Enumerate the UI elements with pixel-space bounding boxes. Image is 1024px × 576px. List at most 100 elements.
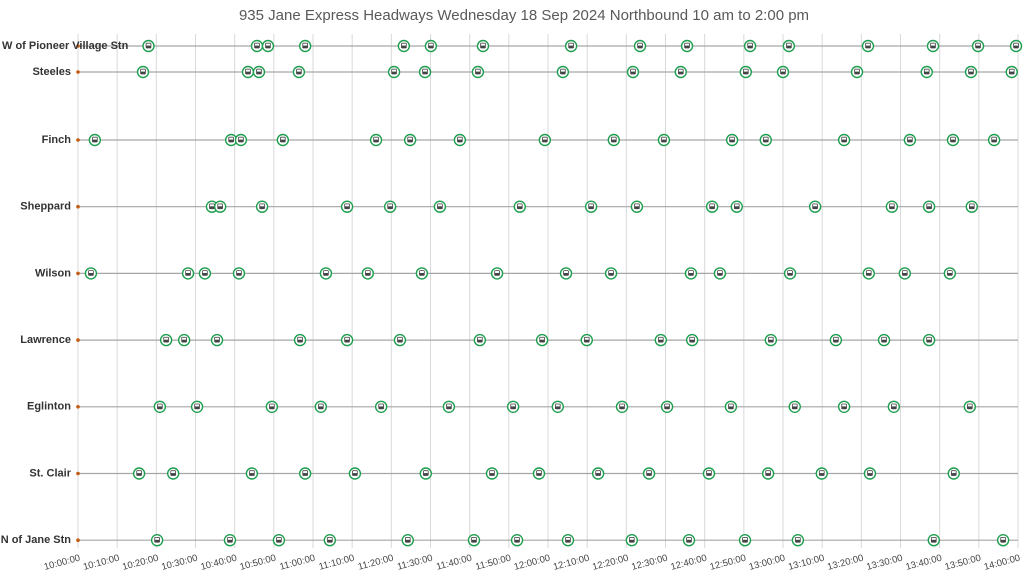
bus-window — [891, 404, 896, 407]
bus-window — [969, 69, 973, 72]
bus-window — [186, 271, 191, 273]
bus-window — [743, 69, 748, 72]
bus-marker — [551, 400, 564, 413]
bus-window — [155, 537, 160, 540]
bus-window — [489, 471, 494, 474]
bus-marker — [298, 39, 312, 53]
bus-marker — [837, 133, 851, 147]
bus-marker — [926, 39, 940, 53]
bus-window — [678, 69, 683, 72]
bus-marker — [272, 534, 286, 547]
bus-marker — [223, 534, 237, 547]
bus-window — [471, 537, 476, 540]
bus-window — [345, 204, 350, 207]
row-origin — [76, 204, 80, 209]
bus-window — [408, 137, 413, 140]
bus-window — [889, 204, 894, 207]
stop-label: Steeles — [32, 66, 71, 78]
bus-marker — [682, 534, 696, 547]
bus-marker — [513, 200, 526, 213]
bus-marker — [607, 133, 620, 147]
bus-window — [428, 43, 433, 46]
bus-marker — [815, 467, 828, 480]
bus-marker — [903, 133, 917, 147]
bus-window — [182, 337, 187, 340]
bus-window — [555, 404, 560, 407]
bus-window — [763, 137, 768, 140]
bus-window — [620, 404, 625, 407]
bus-marker — [604, 267, 618, 280]
bus-marker — [971, 39, 985, 53]
x-tick-label: 12:50:00 — [709, 553, 748, 573]
x-tick-label: 12:30:00 — [630, 553, 669, 573]
bus-marker — [761, 467, 775, 480]
bus-window — [352, 471, 357, 474]
bus-marker — [403, 133, 417, 147]
bus-marker — [298, 467, 312, 480]
bus-window — [951, 471, 956, 474]
bus-window — [318, 404, 323, 407]
bus-window — [260, 204, 265, 207]
bus-marker — [887, 400, 901, 413]
bus-window — [728, 404, 733, 407]
bus-window — [795, 537, 800, 540]
bus-marker — [633, 39, 647, 53]
bus-marker — [241, 65, 255, 79]
bus-window — [202, 271, 207, 273]
bus-window — [842, 404, 847, 407]
bus-marker — [467, 534, 481, 547]
bus-marker — [580, 333, 593, 347]
bus-marker — [898, 267, 912, 280]
bus-marker — [987, 133, 1001, 147]
x-tick-label: 11:50:00 — [474, 553, 512, 573]
bus-window — [969, 204, 974, 207]
bus-marker — [250, 39, 264, 53]
bus-window — [634, 204, 639, 207]
bus-marker — [323, 534, 337, 547]
bus-window — [397, 337, 402, 340]
bus-window — [137, 471, 142, 474]
bus-marker — [660, 400, 674, 413]
stop-label: St. Clair — [29, 467, 71, 479]
bus-window — [788, 271, 793, 273]
bus-marker — [340, 333, 354, 347]
bus-window — [924, 69, 929, 72]
row-origin — [76, 44, 80, 48]
x-tick-label: 12:20:00 — [591, 553, 630, 573]
bus-window — [269, 404, 274, 407]
bus-marker — [724, 400, 738, 413]
bus-marker — [922, 333, 936, 347]
bus-marker — [397, 39, 411, 53]
bus-window — [768, 337, 773, 340]
bus-window — [902, 271, 907, 273]
bus-marker — [776, 65, 790, 79]
bus-marker — [782, 39, 796, 53]
bus-marker — [674, 65, 687, 79]
bus-window — [303, 43, 308, 46]
bus-window — [238, 137, 243, 140]
x-tick-label: 11:10:00 — [318, 553, 356, 573]
bus-window — [296, 69, 301, 72]
bus-marker — [314, 400, 328, 413]
x-tick-label: 12:00:00 — [513, 553, 552, 573]
bus-marker — [861, 39, 875, 53]
stop-label: Sheppard — [20, 201, 71, 213]
bus-marker — [702, 467, 716, 480]
x-tick-label: 12:10:00 — [552, 553, 591, 573]
bus-window — [766, 471, 771, 474]
bus-window — [882, 337, 887, 340]
bus-window — [215, 337, 220, 340]
row-origin — [76, 138, 80, 142]
bus-marker — [393, 333, 407, 347]
bus-window — [706, 471, 711, 474]
bus-marker — [759, 133, 772, 147]
bus-window — [665, 404, 670, 407]
bus-window — [565, 537, 570, 540]
bus-marker — [418, 65, 432, 79]
bus-marker — [927, 534, 940, 547]
bus-marker — [739, 65, 752, 79]
bus-marker — [424, 39, 438, 53]
bus-window — [931, 537, 936, 540]
bus-window — [256, 69, 261, 72]
